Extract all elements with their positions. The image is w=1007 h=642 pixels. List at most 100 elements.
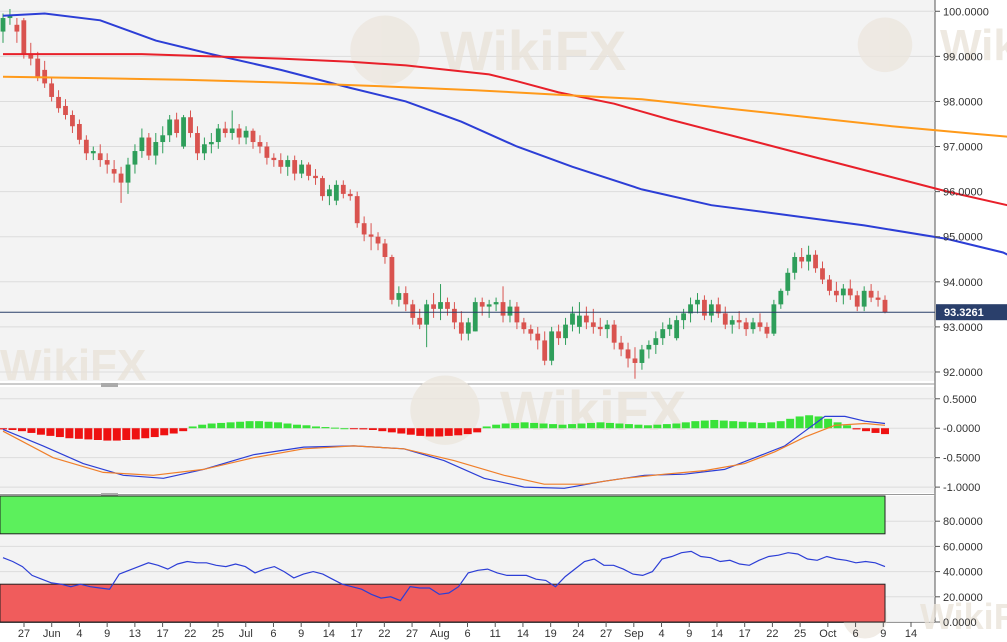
macd-line	[2, 415, 886, 489]
candle-body	[674, 320, 680, 339]
macd-histogram-bar	[549, 424, 558, 429]
macd-histogram-bar	[767, 422, 776, 429]
candle-body	[368, 234, 374, 237]
candle-body	[542, 340, 548, 361]
macd-histogram-bar	[425, 428, 434, 437]
candle-body	[639, 349, 645, 363]
macd-histogram-bar	[274, 422, 283, 429]
macd-histogram-bar	[112, 428, 121, 441]
candle-body	[257, 142, 263, 147]
candle-body	[750, 322, 756, 330]
x-tick-label: Sep	[624, 628, 644, 640]
candle-body	[757, 322, 763, 327]
candle-body	[243, 130, 249, 138]
axis-background	[935, 0, 1007, 642]
price-tick-label: 96.0000	[943, 187, 983, 199]
x-tick-label: 17	[739, 628, 751, 640]
candle-body	[479, 302, 485, 307]
candle-body	[90, 151, 96, 154]
signal-line	[2, 422, 886, 485]
macd-histogram-bar	[179, 428, 188, 432]
macd-histogram-bar	[444, 428, 453, 436]
candle-body	[285, 160, 291, 167]
macd-histogram-bar	[17, 428, 26, 432]
macd-histogram-bar	[568, 424, 577, 429]
candle-body	[229, 128, 235, 134]
x-tick-label: 27	[18, 628, 30, 640]
candle-body	[452, 308, 457, 323]
macd-histogram-bar	[691, 421, 700, 429]
x-tick-label: 4	[658, 628, 664, 640]
moving-average-mid	[3, 53, 1007, 207]
x-tick-label: Jun	[43, 628, 61, 640]
x-tick-label: 14	[711, 628, 723, 640]
candle-body	[215, 128, 221, 143]
macd-histogram-bar	[748, 422, 757, 429]
candle-body	[521, 322, 527, 330]
macd-histogram-bar	[198, 424, 207, 429]
watermark-badge	[857, 17, 913, 73]
macd-histogram-bar	[795, 416, 804, 429]
macd-tick-label: -0.5000	[943, 453, 980, 465]
rsi-line	[2, 550, 886, 602]
macd-histogram-bar	[387, 428, 396, 433]
candle-body	[736, 320, 742, 323]
candle-body	[528, 329, 534, 334]
candle-body	[771, 304, 777, 334]
macd-histogram-bar	[577, 423, 586, 429]
macd-histogram-bar	[587, 422, 595, 429]
macd-histogram-bar	[349, 428, 358, 430]
macd-histogram-bar	[236, 421, 245, 429]
x-tick-label: 14	[323, 628, 335, 640]
candle-body	[833, 290, 839, 296]
candle-body	[743, 322, 749, 330]
watermark-text: WikiFX	[500, 379, 686, 442]
x-tick-label: 24	[572, 628, 584, 640]
macd-histogram-bar	[634, 424, 643, 429]
candle-body	[389, 257, 395, 300]
macd-histogram-bar	[653, 424, 662, 429]
x-tick-label: 25	[212, 628, 224, 640]
macd-histogram-bar	[245, 421, 254, 429]
candle-body	[63, 105, 68, 115]
candle-body	[236, 128, 242, 138]
price-tick-label: 100.0000	[943, 6, 989, 18]
panel-background-0	[0, 0, 935, 381]
candle-body	[70, 114, 75, 127]
candle-body	[132, 151, 138, 165]
candle-body	[174, 119, 180, 134]
candle-body	[28, 54, 34, 59]
candle-body	[7, 15, 13, 19]
macd-histogram-bar	[302, 425, 311, 429]
x-tick-label: 22	[184, 628, 196, 640]
candle-body	[847, 288, 853, 296]
current-price-label: 93.3261	[944, 307, 984, 319]
macd-histogram-bar	[359, 428, 368, 430]
candle-body	[458, 322, 464, 334]
x-tick-label: Aug	[430, 628, 450, 640]
watermark-text: WikiFX	[440, 19, 626, 82]
candle-body	[570, 313, 575, 325]
candle-body	[472, 302, 478, 332]
macd-histogram-bar	[406, 428, 415, 435]
candle-body	[278, 160, 284, 167]
price-tick-label: 93.0000	[943, 322, 983, 334]
macd-histogram-bar	[8, 428, 17, 430]
macd-histogram-bar	[84, 428, 93, 440]
macd-histogram-bar	[93, 428, 102, 440]
candle-body	[271, 157, 277, 161]
candle-body	[222, 128, 228, 134]
candle-body	[146, 137, 152, 156]
candle-body	[160, 135, 166, 143]
macd-histogram-bar	[188, 426, 197, 429]
current-price-tag	[936, 304, 1007, 321]
candle-body	[493, 302, 499, 305]
candle-body	[340, 184, 346, 194]
candle-body	[653, 338, 659, 345]
candle-body	[882, 299, 888, 313]
x-tick-label: 17	[351, 628, 363, 640]
candle-body	[861, 290, 867, 307]
price-tick-label: 98.0000	[943, 96, 983, 108]
